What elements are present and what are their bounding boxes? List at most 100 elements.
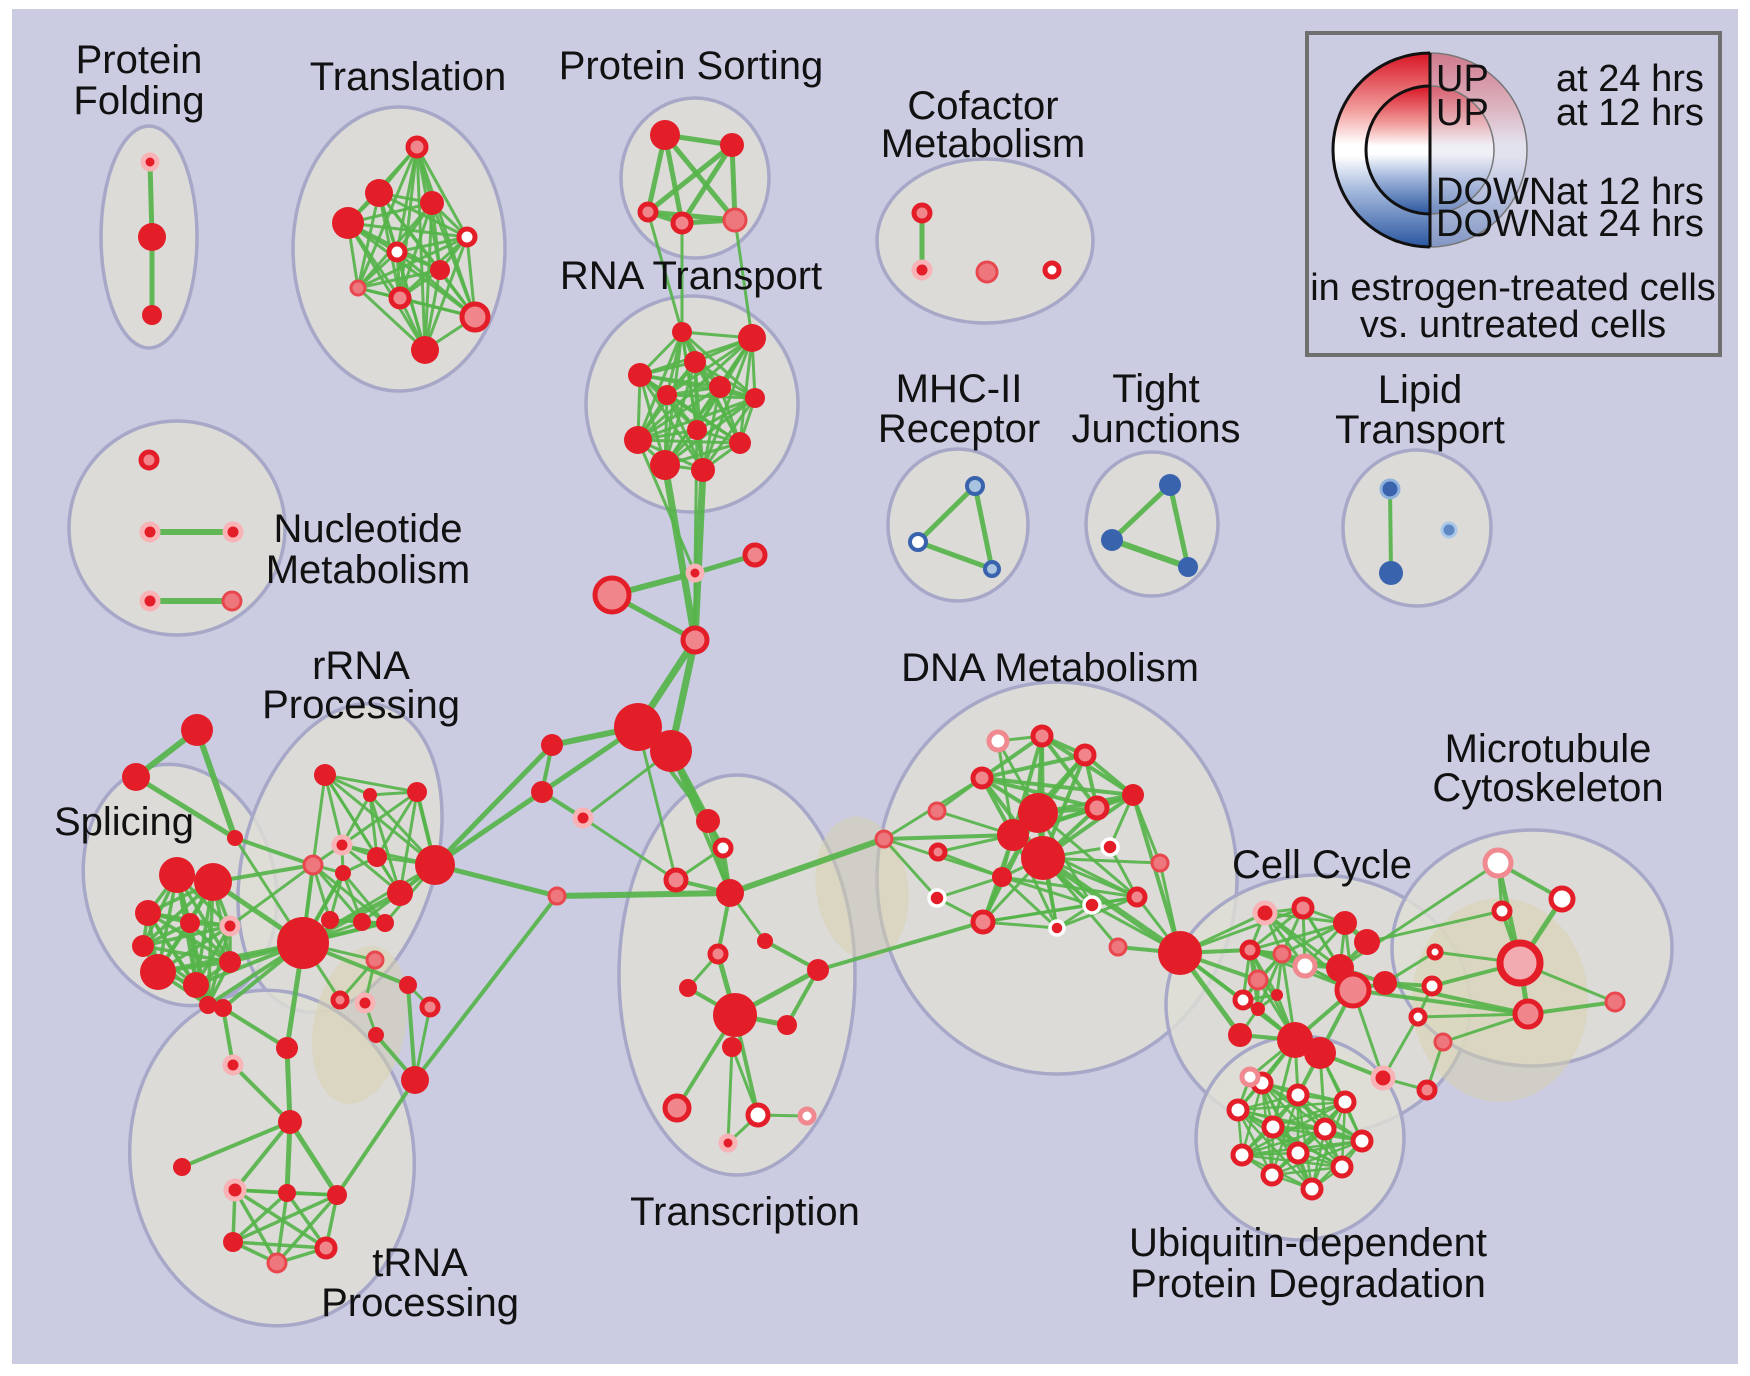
network-node xyxy=(572,807,594,829)
network-edge xyxy=(430,201,477,319)
network-node xyxy=(777,1015,797,1035)
network-edge xyxy=(323,773,344,847)
network-node xyxy=(419,996,441,1018)
network-edge xyxy=(729,142,738,223)
network-node xyxy=(797,1106,817,1126)
cluster-label-protein-sorting: Protein Sorting xyxy=(559,44,824,88)
network-node xyxy=(365,950,385,970)
network-edge xyxy=(415,145,469,239)
network-node xyxy=(1100,837,1120,857)
network-edge xyxy=(206,924,232,1007)
network-edge xyxy=(1131,793,1182,955)
network-node xyxy=(970,909,996,935)
network-node xyxy=(927,888,947,908)
legend-note: vs. untreated cells xyxy=(1360,304,1666,346)
network-edge xyxy=(1109,482,1173,543)
network-node xyxy=(401,1066,429,1094)
network-node xyxy=(650,450,680,480)
network-edge xyxy=(284,1045,293,1125)
network-node xyxy=(1421,975,1443,997)
network-node xyxy=(716,879,744,907)
network-node xyxy=(1350,1129,1374,1153)
network-edge xyxy=(335,1078,417,1197)
network-edge xyxy=(972,483,995,572)
network-edge xyxy=(146,911,232,964)
network-edge xyxy=(432,789,545,868)
cluster-label-tight-junctions: Tight xyxy=(1112,367,1199,411)
network-node xyxy=(367,847,387,867)
network-edge xyxy=(432,862,560,899)
network-edge xyxy=(228,863,315,928)
cluster-label-dna-metabolism: DNA Metabolism xyxy=(901,646,1199,690)
network-node xyxy=(331,834,353,856)
network-edge xyxy=(581,816,678,882)
network-edge xyxy=(981,903,1094,924)
network-node xyxy=(1313,1117,1337,1141)
network-node xyxy=(278,1184,296,1202)
cluster-label-protein-folding: Folding xyxy=(73,79,204,123)
cluster-label-nucleotide-metabolism: Metabolism xyxy=(266,548,471,592)
network-edge xyxy=(368,793,379,859)
network-edge xyxy=(141,924,232,948)
network-edge xyxy=(231,1240,328,1250)
network-edge xyxy=(346,221,477,319)
cluster-label-rrna-processing: rRNA xyxy=(312,644,410,688)
network-edge xyxy=(323,773,437,867)
network-node xyxy=(691,458,715,482)
network-node xyxy=(139,590,161,612)
network-node xyxy=(363,788,377,802)
network-edge xyxy=(980,753,1087,780)
network-node xyxy=(718,1133,738,1153)
legend-time-label: at 24 hrs xyxy=(1556,58,1704,100)
network-edge xyxy=(738,336,754,445)
network-node xyxy=(135,900,161,926)
network-node xyxy=(223,1232,243,1252)
network-node xyxy=(223,1178,247,1202)
network-node xyxy=(807,959,829,981)
network-node xyxy=(276,1037,298,1059)
network-node xyxy=(911,202,933,224)
network-edge xyxy=(287,1119,340,1198)
network-edge xyxy=(194,727,238,841)
network-node xyxy=(302,854,324,876)
network-node xyxy=(335,865,351,881)
network-node xyxy=(1333,1090,1357,1114)
network-node xyxy=(430,260,450,280)
network-node xyxy=(662,1093,692,1123)
network-nodes xyxy=(122,120,1626,1274)
network-node xyxy=(1082,895,1102,915)
network-edge xyxy=(638,373,705,472)
network-node xyxy=(376,914,394,932)
cluster-ellipse-lipid-transport xyxy=(1341,448,1493,608)
network-node xyxy=(983,560,1001,578)
network-node xyxy=(1292,953,1318,979)
network-edge xyxy=(231,1191,289,1244)
network-node xyxy=(1548,885,1576,913)
network-node xyxy=(1084,795,1110,821)
network-edge xyxy=(882,833,1015,841)
network-node xyxy=(1512,998,1544,1030)
cluster-label-microtubule-cytoskeleton: Cytoskeleton xyxy=(1432,766,1663,810)
network-node xyxy=(720,133,744,157)
network-node xyxy=(684,351,706,373)
network-edge xyxy=(554,890,733,899)
network-edge xyxy=(936,850,1004,879)
network-edge xyxy=(1236,1108,1314,1191)
network-edge xyxy=(356,286,427,352)
network-edge xyxy=(636,385,722,442)
network-edge xyxy=(915,483,978,545)
cluster-ellipse-mhc-ii-receptor xyxy=(886,447,1030,603)
network-edge xyxy=(340,790,419,847)
legend-direction-label: UP xyxy=(1436,92,1489,134)
network-node xyxy=(314,764,336,786)
network-edge xyxy=(1040,855,1183,956)
network-node xyxy=(986,729,1010,753)
legend-outer-ring-left xyxy=(1331,51,1431,249)
network-node xyxy=(1122,784,1144,806)
network-node xyxy=(349,279,367,297)
legend-direction-label: DOWN xyxy=(1436,171,1556,213)
network-edge xyxy=(733,218,754,340)
network-node xyxy=(1440,521,1458,539)
network-node xyxy=(420,191,444,215)
network-edge xyxy=(1167,482,1191,570)
